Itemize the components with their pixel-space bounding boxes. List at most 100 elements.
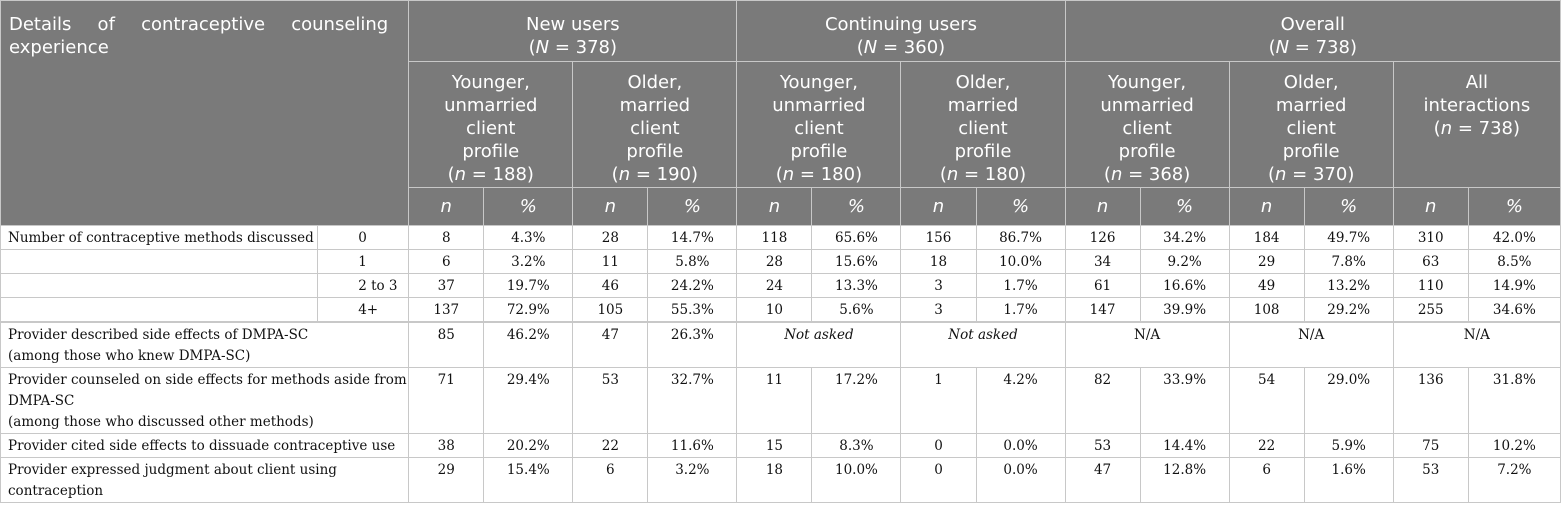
subgroup-n: (n = 188) (447, 164, 534, 185)
count-cell: 47 (572, 321, 649, 368)
percent-column-header: % (647, 187, 738, 226)
percent-cell: 10.0% (811, 457, 902, 503)
percent-column-header: % (483, 187, 574, 226)
subgroup-header: All interactions (n = 738) (1392, 61, 1561, 188)
count-cell: 1 (900, 367, 977, 434)
n-column-header: n (900, 187, 977, 226)
percent-column-header: % (975, 187, 1066, 226)
row-sublabel: 4+ (317, 297, 410, 323)
row-label: Provider counseled on side effects for m… (0, 367, 410, 434)
subgroup-label-line: client (1122, 118, 1172, 139)
table-row: Number of contraceptive methods discusse… (0, 225, 1561, 250)
subgroup-label-line: Younger, (779, 72, 858, 93)
percent-cell: 29.2% (1303, 297, 1394, 323)
percent-cell: 8.5% (1467, 249, 1561, 274)
count-cell: 82 (1064, 367, 1141, 434)
count-cell: 38 (408, 433, 485, 458)
row-label: Provider expressed judgment about client… (0, 457, 410, 503)
header-corner: Details of contraceptive counseling expe… (0, 0, 410, 226)
subgroup-label-line: Older, (1283, 72, 1339, 93)
group-header-new-users: New users (N = 378) (408, 0, 738, 62)
subgroup-n: (n = 190) (611, 164, 699, 185)
group-header-overall: Overall (N = 738) (1064, 0, 1561, 62)
count-cell: 126 (1064, 225, 1141, 250)
row-label-line: Provider expressed judgment about client… (8, 462, 337, 478)
percent-cell: 10.2% (1467, 433, 1561, 458)
table-row: Provider described side effects of DMPA-… (0, 321, 1561, 368)
group-header-continuing-users: Continuing users (N = 360) (736, 0, 1066, 62)
subgroup-label-line: profile (954, 141, 1012, 162)
count-cell: 8 (408, 225, 485, 250)
count-cell: 11 (736, 367, 813, 434)
subgroup-label-line: client (630, 118, 680, 139)
percent-cell: 29.0% (1303, 367, 1394, 434)
row-label (0, 273, 319, 298)
n-column-header: n (736, 187, 813, 226)
percent-cell: 49.7% (1303, 225, 1394, 250)
subgroup-label-line: married (619, 95, 691, 116)
percent-cell: 32.7% (647, 367, 738, 434)
percent-cell: 8.3% (811, 433, 902, 458)
subgroup-label-line: client (794, 118, 844, 139)
subgroup-n: (n = 180) (775, 164, 863, 185)
percent-cell: 5.6% (811, 297, 902, 323)
subgroup-label-line: unmarried (444, 95, 538, 116)
n-column-header: n (1228, 187, 1305, 226)
percent-cell: 14.7% (647, 225, 738, 250)
subgroup-n: (n = 370) (1267, 164, 1355, 185)
group-title: New users (526, 14, 620, 35)
count-cell: 63 (1392, 249, 1469, 274)
row-label (0, 249, 319, 274)
count-cell: 110 (1392, 273, 1469, 298)
count-cell: 29 (408, 457, 485, 503)
row-label-line: DMPA-SC (8, 393, 75, 409)
count-cell: 15 (736, 433, 813, 458)
count-cell: 75 (1392, 433, 1469, 458)
subgroup-label-line: profile (626, 141, 684, 162)
subgroup-header: Younger, unmarried client profile (n = 180) (736, 61, 902, 188)
na-cell: N/A (1064, 321, 1230, 368)
count-cell: 6 (572, 457, 649, 503)
percent-cell: 4.3% (483, 225, 574, 250)
percent-cell: 5.8% (647, 249, 738, 274)
subgroup-header: Younger, unmarried client profile (n = 368) (1064, 61, 1230, 188)
percent-cell: 26.3% (647, 321, 738, 368)
count-cell: 105 (572, 297, 649, 323)
table-row: 1 6 3.2% 11 5.8% 28 15.6% 18 10.0% 34 9.2% 29 7.8% 63… (0, 249, 1561, 274)
count-cell: 85 (408, 321, 485, 368)
percent-cell: 31.8% (1467, 367, 1561, 434)
row-label-line: contraception (8, 483, 104, 499)
percent-cell: 1.7% (975, 273, 1066, 298)
percent-cell: 0.0% (975, 457, 1066, 503)
row-label-line: (among those who knew DMPA-SC) (8, 348, 251, 364)
n-column-header: n (572, 187, 649, 226)
percent-column-header: % (811, 187, 902, 226)
subgroup-label-line: Older, (955, 72, 1011, 93)
subgroup-label-line: client (466, 118, 516, 139)
count-cell: 49 (1228, 273, 1305, 298)
row-label: Provider cited side effects to dissuade … (0, 433, 410, 458)
percent-cell: 86.7% (975, 225, 1066, 250)
percent-cell: 1.7% (975, 297, 1066, 323)
group-n: (N = 738) (1268, 37, 1357, 58)
table-row: 2 to 3 37 19.7% 46 24.2% 24 13.3% 3 1.7% 61 16.6% 4… (0, 273, 1561, 298)
n-column-header: n (1064, 187, 1141, 226)
subgroup-label-line: client (958, 118, 1008, 139)
percent-column-header: % (1139, 187, 1230, 226)
subgroup-label-line: Younger, (1108, 72, 1187, 93)
percent-cell: 3.2% (647, 457, 738, 503)
count-cell: 156 (900, 225, 977, 250)
group-n: (N = 360) (856, 37, 946, 58)
percent-cell: 29.4% (483, 367, 574, 434)
percent-cell: 65.6% (811, 225, 902, 250)
count-cell: 137 (408, 297, 485, 323)
count-cell: 310 (1392, 225, 1469, 250)
subgroup-label-line: married (1275, 95, 1347, 116)
na-cell: N/A (1392, 321, 1561, 368)
subgroup-label-line: profile (462, 141, 520, 162)
count-cell: 0 (900, 433, 977, 458)
percent-cell: 0.0% (975, 433, 1066, 458)
percent-cell: 39.9% (1139, 297, 1230, 323)
count-cell: 61 (1064, 273, 1141, 298)
percent-cell: 72.9% (483, 297, 574, 323)
